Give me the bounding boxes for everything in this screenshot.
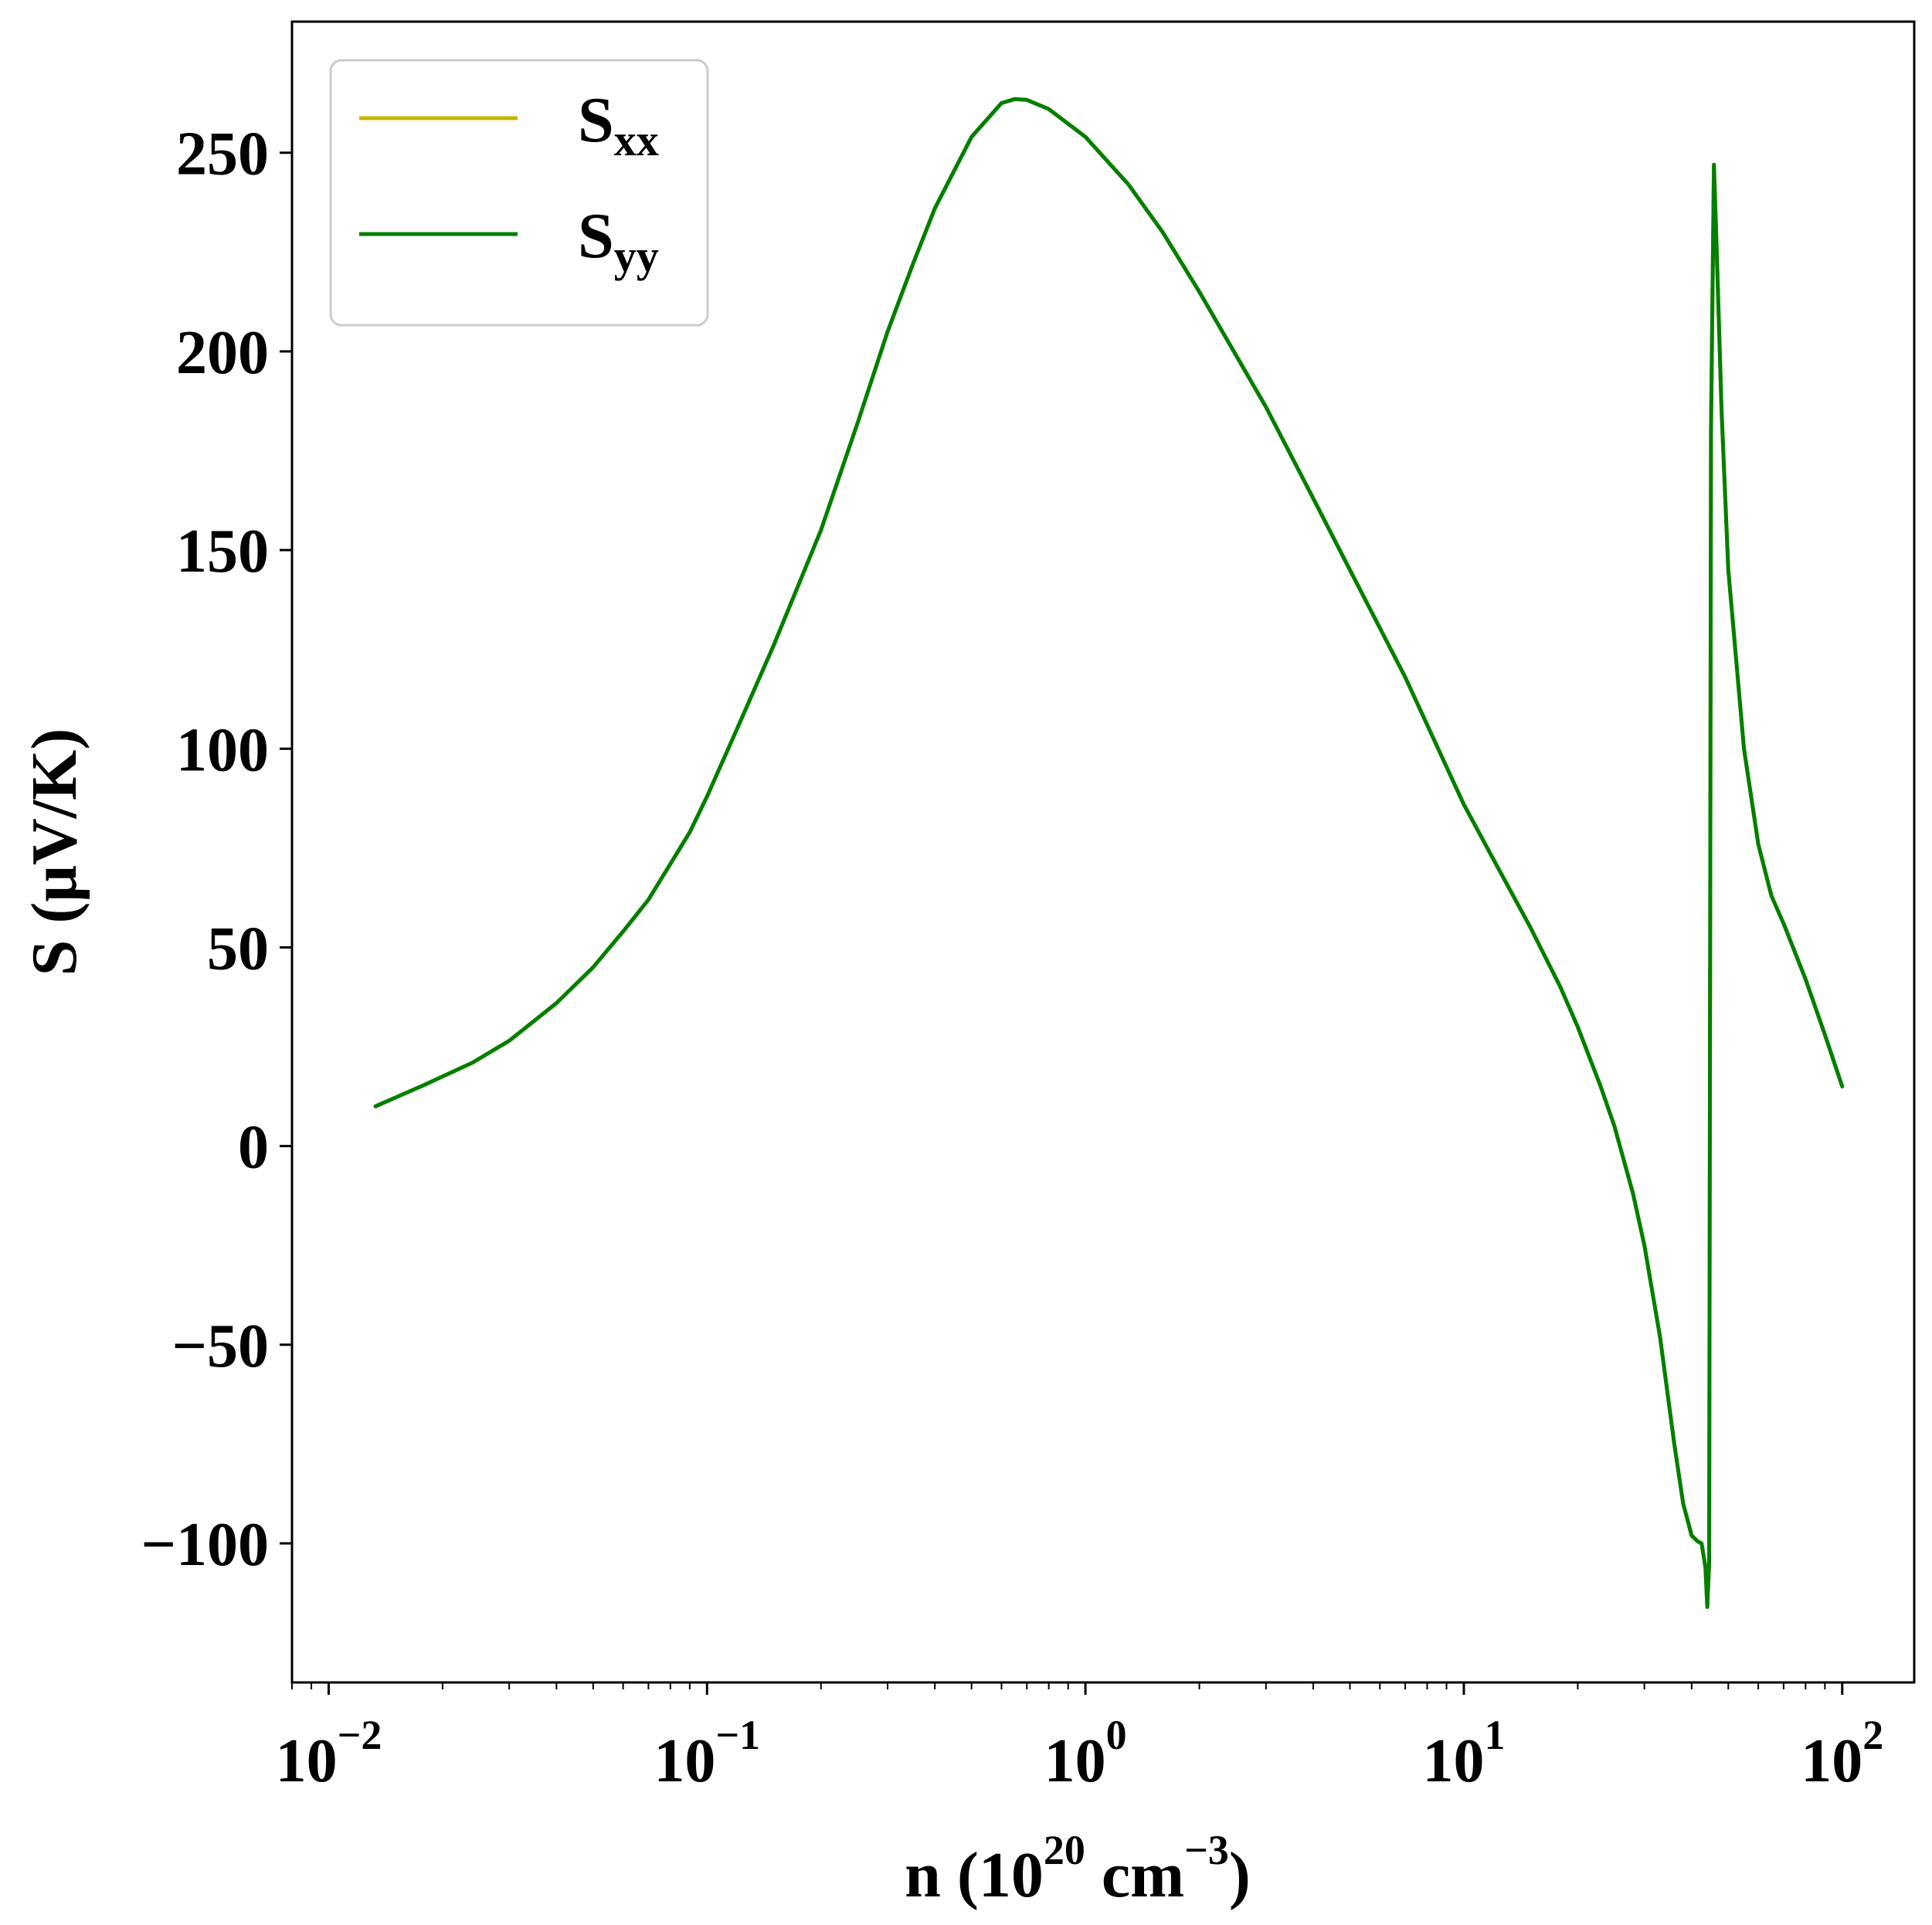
x-axis-label: n (1020 cm−3) xyxy=(905,1827,1251,1911)
y-tick-label: 50 xyxy=(207,915,269,983)
legend-box xyxy=(329,59,709,327)
x-tick-label: 100 xyxy=(1044,1712,1127,1795)
legend-label-syy: Syy xyxy=(578,200,659,281)
legend: Sxx Syy xyxy=(329,59,709,327)
y-tick-label: 150 xyxy=(176,518,269,586)
y-tick-label: −100 xyxy=(141,1511,269,1579)
x-axis-minor-ticks xyxy=(291,1682,1826,1689)
y-axis-ticks: −100 −50 0 50 100 150 200 250 xyxy=(141,121,292,1579)
series-layer xyxy=(373,97,1845,1609)
x-axis-ticks: 10−2 10−1 100 101 102 xyxy=(276,1682,1883,1795)
y-axis-label: S (μV/K) xyxy=(19,728,90,976)
y-tick-label: 250 xyxy=(176,121,269,188)
legend-label-sxx: Sxx xyxy=(578,84,659,165)
x-tick-label: 10−2 xyxy=(276,1712,382,1795)
y-tick-label: −50 xyxy=(171,1312,269,1380)
y-tick-label: 200 xyxy=(176,319,269,387)
series-line-syy xyxy=(373,97,1845,1609)
plot-frame xyxy=(290,20,1916,1684)
x-tick-label: 101 xyxy=(1422,1712,1505,1795)
x-tick-label: 10−1 xyxy=(654,1712,760,1795)
y-tick-label: 100 xyxy=(176,716,269,784)
x-tick-label: 102 xyxy=(1801,1712,1883,1795)
y-tick-label: 0 xyxy=(238,1114,269,1182)
